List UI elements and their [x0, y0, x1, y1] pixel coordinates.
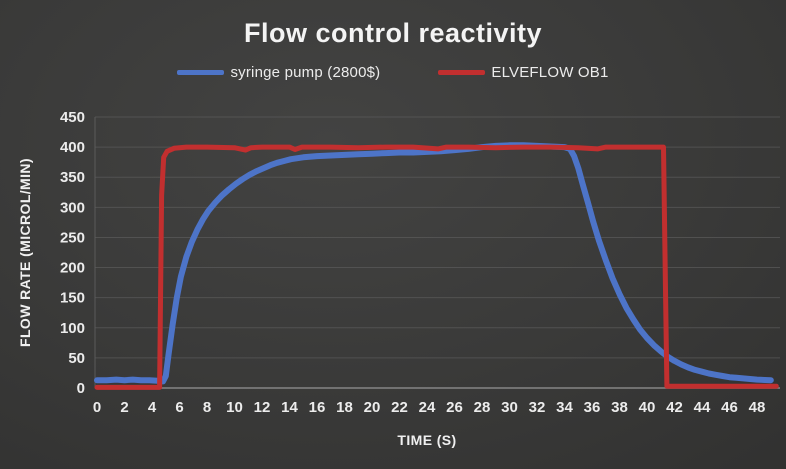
- y-tick-label: 350: [60, 169, 85, 186]
- x-tick-label: 24: [419, 399, 436, 416]
- y-tick-label: 400: [60, 139, 85, 156]
- series-line-elveflow-ob1: [94, 144, 779, 390]
- x-tick-label: 48: [749, 399, 766, 416]
- legend-item-elveflow-ob1: ELVEFLOW OB1: [438, 64, 608, 81]
- x-tick-label: 44: [694, 399, 711, 416]
- y-tick-label: 300: [60, 199, 85, 216]
- x-tick-label: 14: [281, 399, 298, 416]
- x-tick-label: 46: [721, 399, 738, 416]
- y-axis-title: FLOW RATE (MICROL/MIN): [17, 158, 33, 347]
- x-tick-label: 12: [254, 399, 271, 416]
- x-tick-label: 22: [391, 399, 408, 416]
- x-tick-label: 28: [474, 399, 491, 416]
- x-tick-label: 4: [148, 399, 157, 416]
- legend: syringe pump (2800$) ELVEFLOW OB1: [0, 64, 786, 81]
- x-tick-label: 10: [226, 399, 243, 416]
- y-tick-label: 50: [68, 350, 85, 367]
- x-tick-label: 0: [93, 399, 101, 416]
- x-tick-label: 40: [639, 399, 656, 416]
- x-tick-label: 6: [175, 399, 183, 416]
- legend-line-syringe-pump-icon: [177, 70, 225, 75]
- x-tick-label: 34: [556, 399, 573, 416]
- y-tick-label: 450: [60, 109, 85, 126]
- x-tick-label: 32: [529, 399, 546, 416]
- y-tick-label: 0: [77, 380, 85, 397]
- x-tick-label: 36: [584, 399, 601, 416]
- x-tick-label: 38: [611, 399, 628, 416]
- legend-item-syringe-pump: syringe pump (2800$): [177, 64, 380, 81]
- legend-line-elveflow-ob1-icon: [438, 70, 486, 75]
- legend-label-syringe-pump: syringe pump (2800$): [230, 64, 381, 81]
- x-tick-label: 42: [666, 399, 683, 416]
- y-tick-label: 150: [60, 290, 85, 307]
- x-tick-label: 18: [336, 399, 353, 416]
- x-axis-title: TIME (S): [397, 432, 456, 448]
- x-tick-label: 16: [309, 399, 326, 416]
- x-tick-label: 8: [203, 399, 211, 416]
- legend-label-elveflow-ob1: ELVEFLOW OB1: [491, 64, 609, 81]
- x-tick-label: 20: [364, 399, 381, 416]
- y-tick-label: 100: [60, 320, 85, 337]
- x-tick-label: 2: [120, 399, 128, 416]
- y-tick-label: 250: [60, 229, 85, 246]
- x-tick-label: 26: [446, 399, 463, 416]
- y-tick-label: 200: [60, 260, 85, 277]
- x-tick-label: 30: [501, 399, 518, 416]
- chart-title: Flow control reactivity: [243, 18, 543, 48]
- series-line-syringe-pump: [94, 142, 774, 385]
